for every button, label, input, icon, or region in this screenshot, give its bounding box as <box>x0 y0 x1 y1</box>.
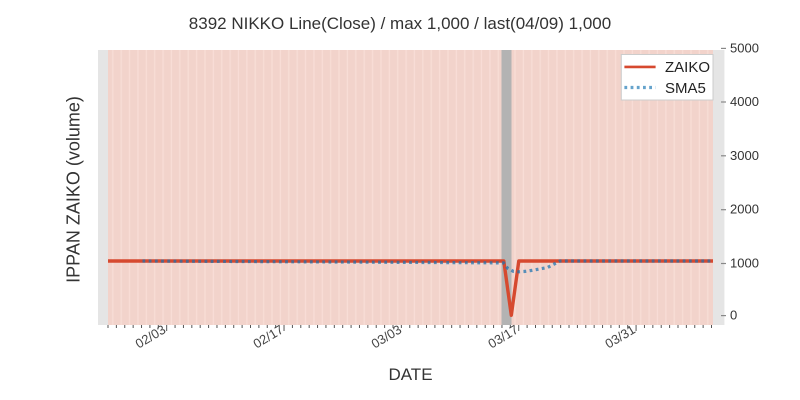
svg-text:4000: 4000 <box>730 94 759 109</box>
svg-text:3000: 3000 <box>730 148 759 163</box>
svg-text:03/17: 03/17 <box>485 322 521 352</box>
svg-text:02/17: 02/17 <box>250 322 286 352</box>
svg-text:03/03: 03/03 <box>369 322 405 352</box>
svg-text:5000: 5000 <box>730 41 759 56</box>
svg-text:0: 0 <box>730 308 737 323</box>
svg-text:2000: 2000 <box>730 202 759 217</box>
svg-text:03/31: 03/31 <box>602 322 638 352</box>
svg-text:1000: 1000 <box>730 256 759 271</box>
